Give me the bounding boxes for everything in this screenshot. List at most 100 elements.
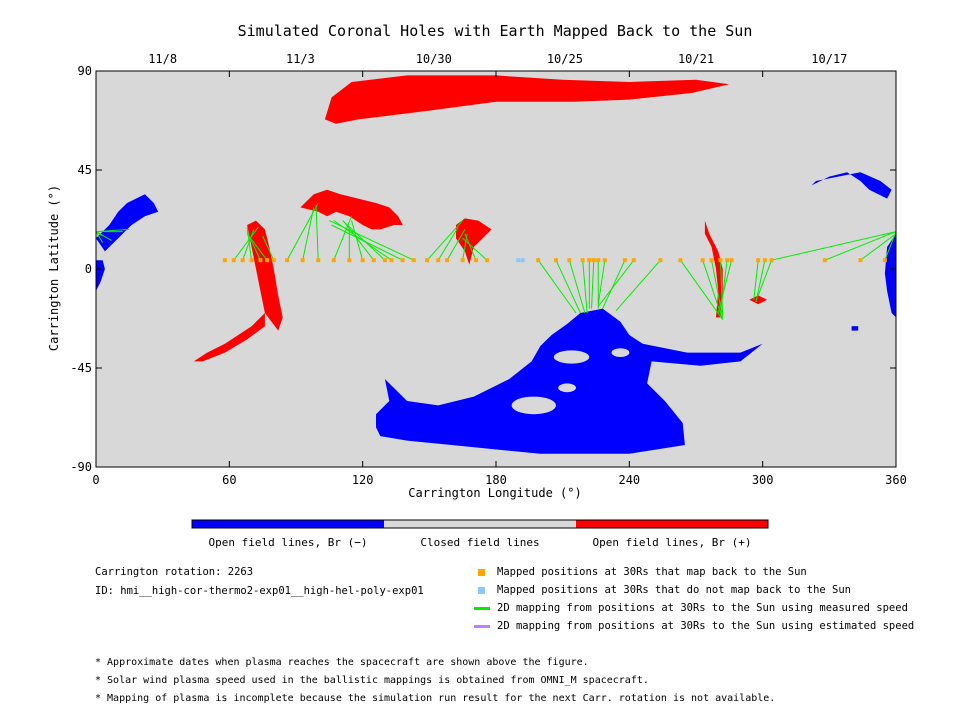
purple-line-icon <box>474 625 490 628</box>
x-tick-label: 60 <box>222 473 236 487</box>
mapped-point-5 <box>265 258 270 263</box>
mapped-point-7 <box>285 258 290 263</box>
closed-island-0 <box>511 396 556 415</box>
colorbar-segment-1 <box>384 520 576 528</box>
coronal-hole-regions <box>96 75 896 454</box>
unmapped-point-0 <box>516 258 521 263</box>
legend-unmapped-label: Mapped positions at 30Rs that do not map… <box>497 584 852 596</box>
mapping-line-40 <box>753 260 759 300</box>
unmapped-point-1 <box>520 258 525 263</box>
negative-hole-12 <box>851 326 859 331</box>
positive-hole-0 <box>324 75 730 124</box>
mapping-line-39 <box>717 260 733 314</box>
mapped-point-24 <box>536 258 541 263</box>
mapping-line-15 <box>331 224 403 261</box>
mapped-point-32 <box>622 258 627 263</box>
legend-mapped-label: Mapped positions at 30Rs that map back t… <box>497 566 807 578</box>
mapping-line-33 <box>615 259 661 312</box>
note-dates: * Approximate dates when plasma reaches … <box>95 657 589 668</box>
x-tick-label: 0 <box>92 473 99 487</box>
mapped-point-18 <box>425 258 430 263</box>
y-axis-label: Carrington Latitude (°) <box>47 185 61 351</box>
mapping-line-5 <box>262 235 275 261</box>
mapped-point-33 <box>631 258 636 263</box>
mapped-point-42 <box>762 258 767 263</box>
mapped-point-38 <box>718 258 723 263</box>
mapping-line-7 <box>302 207 315 261</box>
note-speed: * Solar wind plasma speed used in the ba… <box>95 675 649 686</box>
mapped-point-0 <box>222 258 227 263</box>
mapped-point-2 <box>240 258 245 263</box>
mapped-point-3 <box>249 258 254 263</box>
mapping-line-51 <box>95 231 103 237</box>
top-date-label: 11/3 <box>286 52 315 66</box>
carrington-rotation: Carrington rotation: 2263 <box>95 566 254 578</box>
mapped-point-21 <box>460 258 465 263</box>
mapped-point-25 <box>554 258 558 263</box>
mapping-line-4 <box>246 233 268 261</box>
mapped-point-46 <box>882 258 887 263</box>
x-axis-label: Carrington Longitude (°) <box>408 486 581 500</box>
mapped-point-43 <box>769 258 774 263</box>
note-incomplete: * Mapping of plasma is incomplete becaus… <box>95 693 776 704</box>
mapped-point-26 <box>567 258 572 263</box>
y-tick-label: -90 <box>70 460 92 474</box>
closed-island-3 <box>558 383 576 393</box>
top-date-label: 11/8 <box>148 52 177 66</box>
y-tick-label: 45 <box>78 163 92 177</box>
mapping-line-42 <box>757 260 773 296</box>
x-tick-label: 180 <box>485 473 507 487</box>
mapping-line-18 <box>437 226 459 261</box>
mapping-line-41 <box>755 260 766 303</box>
mapping-line-23 <box>537 259 577 314</box>
mapped-point-20 <box>445 258 450 263</box>
mapping-line-43 <box>771 231 897 261</box>
mapping-line-16 <box>329 220 414 261</box>
y-tick-label: 0 <box>85 262 92 276</box>
mapped-point-17 <box>411 258 416 263</box>
mapped-point-13 <box>371 258 376 263</box>
positive-hole-2 <box>247 220 283 331</box>
mapping-line-17 <box>426 220 464 261</box>
mapping-line-30 <box>597 260 606 305</box>
colorbar-frame <box>191 519 769 529</box>
mapped-point-12 <box>360 258 365 263</box>
closed-island-2 <box>611 348 630 357</box>
mapping-line-0 <box>233 226 259 261</box>
mapped-point-35 <box>678 258 683 263</box>
mapped-point-9 <box>316 258 321 263</box>
chart-title: Simulated Coronal Holes with Earth Mappe… <box>238 22 753 40</box>
mapping-line-34 <box>680 259 724 320</box>
top-date-label: 10/30 <box>416 52 452 66</box>
top-date-label: 10/25 <box>547 52 583 66</box>
negative-hole-11 <box>811 172 892 199</box>
mapping-line-9 <box>333 216 353 261</box>
x-tick-label: 360 <box>885 473 907 487</box>
mapped-point-41 <box>756 258 761 263</box>
mapped-point-40 <box>729 258 734 263</box>
mapped-point-44 <box>822 258 827 263</box>
negative-hole-8 <box>96 194 159 252</box>
top-date-label: 10/17 <box>811 52 847 66</box>
negative-hole-7 <box>376 308 763 454</box>
mapping-line-32 <box>597 259 635 307</box>
mapped-point-19 <box>436 258 441 263</box>
light-blue-square-icon <box>478 587 485 594</box>
mapped-point-22 <box>474 258 478 263</box>
colorbar-label-1: Closed field lines <box>420 536 539 549</box>
mapping-line-26 <box>582 260 588 314</box>
mapping-line-44 <box>824 231 897 261</box>
x-axis-ticks: 0 60 120 180 240 300 360 <box>92 71 907 487</box>
colorbar-label-0: Open field lines, Br (−) <box>209 536 368 549</box>
run-id: ID: hmi__high-cor-thermo2-exp01__high-he… <box>95 585 424 597</box>
mapped-point-10 <box>331 258 336 263</box>
mapped-point-30 <box>596 258 601 263</box>
mapping-line-46 <box>884 231 897 261</box>
mapped-point-23 <box>485 258 490 263</box>
mapping-line-47 <box>95 231 104 243</box>
mapping-line-45 <box>860 233 897 261</box>
mapping-line-50 <box>95 228 130 233</box>
mapped-point-1 <box>231 258 236 263</box>
top-date-label: 10/21 <box>678 52 714 66</box>
mapping-line-11 <box>351 220 364 261</box>
